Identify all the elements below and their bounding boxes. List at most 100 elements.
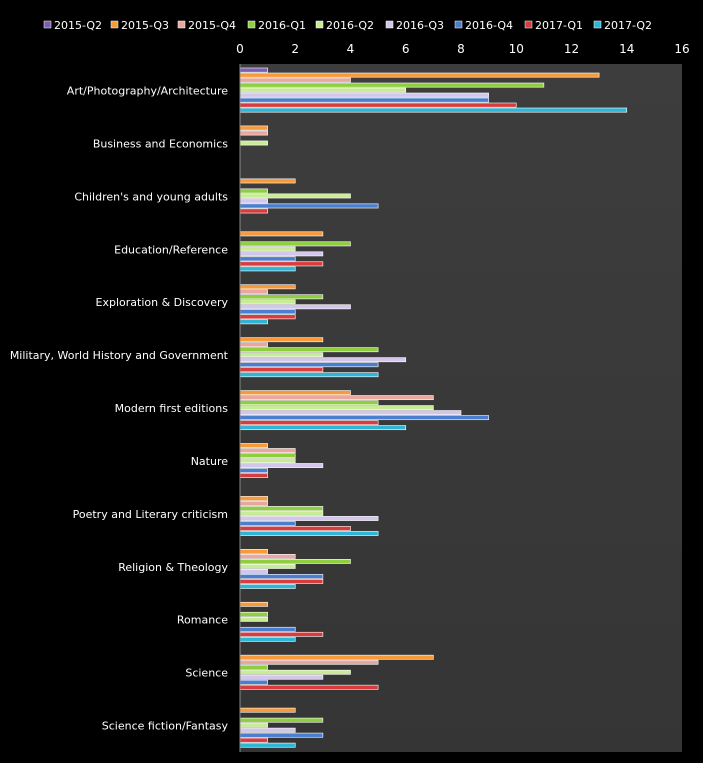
bar xyxy=(239,420,379,426)
x-tick-label: 2 xyxy=(291,42,299,56)
bar xyxy=(239,717,324,723)
bar xyxy=(239,654,434,660)
bar xyxy=(239,574,324,579)
bar xyxy=(239,722,268,728)
bar xyxy=(239,357,407,363)
bar xyxy=(239,362,379,368)
bar xyxy=(239,526,351,531)
bar xyxy=(239,516,379,521)
bar xyxy=(239,309,296,315)
bar xyxy=(239,501,268,506)
legend-label: 2015-Q2 xyxy=(54,19,102,32)
bar xyxy=(239,77,351,83)
bar xyxy=(239,559,351,564)
bar xyxy=(239,208,268,214)
x-tick-label: 8 xyxy=(457,42,465,56)
bar xyxy=(239,130,268,136)
bar xyxy=(239,611,268,617)
bar xyxy=(239,511,324,516)
bar xyxy=(239,554,296,559)
legend-swatch xyxy=(177,20,186,29)
bar xyxy=(239,737,268,743)
bar xyxy=(239,468,268,473)
category-label: Modern first editions xyxy=(115,402,229,415)
bar xyxy=(239,92,489,98)
bar xyxy=(239,125,268,131)
bar xyxy=(239,564,296,569)
category-label: Science fiction/Fantasy xyxy=(102,720,229,733)
bar xyxy=(239,453,296,458)
bar xyxy=(239,251,324,257)
bar xyxy=(239,584,296,589)
bar xyxy=(239,458,296,463)
category-label: Exploration & Discovery xyxy=(96,296,229,309)
legend: 2015-Q2 2015-Q3 2015-Q4 2016-Q1 2016-Q2 2016-… xyxy=(43,19,652,32)
legend-swatch xyxy=(247,20,256,29)
x-tick-label: 10 xyxy=(509,42,524,56)
bar xyxy=(239,659,379,665)
legend-swatch xyxy=(454,20,463,29)
bar xyxy=(239,342,268,348)
bar xyxy=(239,289,268,295)
category-label: Business and Economics xyxy=(93,137,228,150)
category-label: Romance xyxy=(177,614,228,627)
bar xyxy=(239,674,324,680)
bar xyxy=(239,140,268,146)
bar xyxy=(239,256,296,262)
bar xyxy=(239,732,324,738)
category-label: Education/Reference xyxy=(114,243,228,256)
bar xyxy=(239,410,462,416)
bar xyxy=(239,579,324,584)
legend-swatch xyxy=(43,20,52,29)
bar xyxy=(239,669,351,675)
category-label: Poetry and Literary criticism xyxy=(73,508,228,521)
bar xyxy=(239,193,351,199)
bar xyxy=(239,82,545,88)
bar xyxy=(239,198,268,204)
bar xyxy=(239,506,324,511)
x-tick-label: 6 xyxy=(402,42,410,56)
bar xyxy=(239,87,407,93)
bar xyxy=(239,319,268,325)
bar xyxy=(239,569,268,574)
bar xyxy=(239,395,434,401)
legend-label: 2016-Q3 xyxy=(396,19,444,32)
legend-swatch xyxy=(385,20,394,29)
bar xyxy=(239,294,324,300)
bar xyxy=(239,400,379,406)
bar xyxy=(239,284,296,290)
bar xyxy=(239,178,296,184)
legend-label: 2016-Q4 xyxy=(465,19,513,32)
legend-label: 2017-Q2 xyxy=(604,19,652,32)
category-label: Science xyxy=(185,667,228,680)
bar xyxy=(239,684,379,690)
bar xyxy=(239,97,489,103)
bar xyxy=(239,707,296,713)
category-label: Children's and young adults xyxy=(74,190,228,203)
category-label: Nature xyxy=(191,455,229,468)
bar xyxy=(239,631,324,637)
bar xyxy=(239,531,379,536)
bar xyxy=(239,188,268,194)
legend-swatch xyxy=(593,20,602,29)
bar xyxy=(239,231,324,237)
x-axis-ticks: 0 2 4 6 8 10 12 14 16 xyxy=(236,42,689,56)
bar xyxy=(239,443,268,448)
legend-swatch xyxy=(315,20,324,29)
bar xyxy=(239,549,268,554)
bar xyxy=(239,102,517,108)
bar xyxy=(239,405,434,411)
x-tick-label: 0 xyxy=(236,42,244,56)
legend-label: 2015-Q3 xyxy=(121,19,169,32)
bars xyxy=(239,67,628,748)
legend-label: 2017-Q1 xyxy=(535,19,583,32)
legend-label: 2016-Q2 xyxy=(326,19,374,32)
legend-label: 2016-Q1 xyxy=(258,19,306,32)
bar xyxy=(239,521,296,526)
x-tick-label: 4 xyxy=(347,42,355,56)
bar xyxy=(239,727,296,733)
bar xyxy=(239,241,351,247)
bar xyxy=(239,448,296,453)
bar xyxy=(239,463,324,468)
bar xyxy=(239,473,268,478)
